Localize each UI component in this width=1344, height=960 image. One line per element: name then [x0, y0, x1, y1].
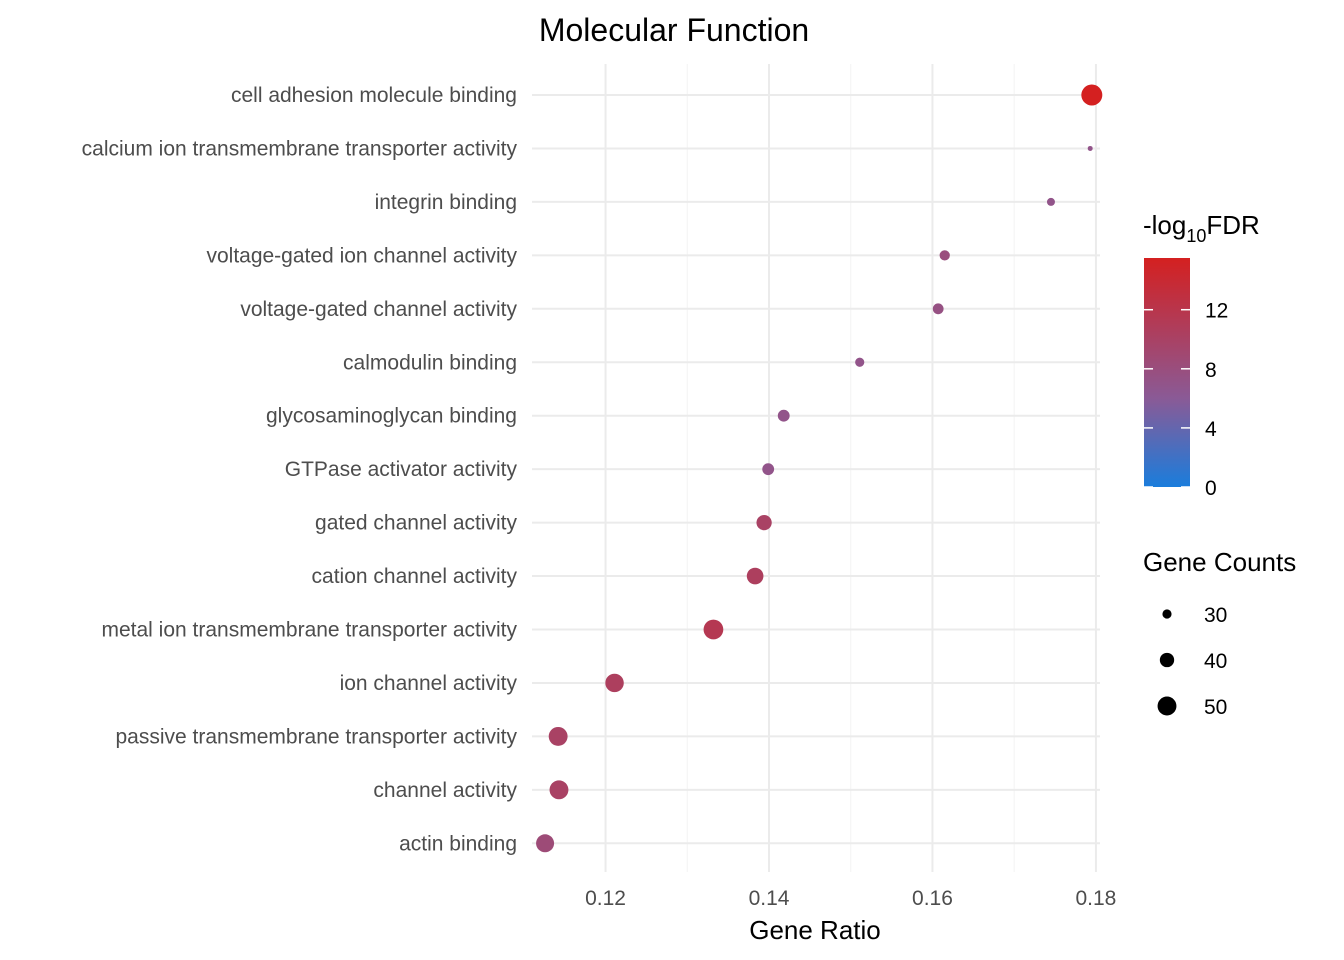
- data-point: [756, 514, 772, 531]
- x-tick-label: 0.12: [585, 887, 626, 910]
- size-legend-title: Gene Counts: [1143, 547, 1296, 577]
- data-point: [932, 303, 944, 315]
- y-tick-label: glycosaminoglycan binding: [266, 405, 517, 428]
- size-legend-key: [1157, 696, 1177, 716]
- y-tick-label: ion channel activity: [340, 672, 518, 695]
- y-tick-label: actin binding: [399, 832, 517, 855]
- color-legend-title: -log10FDR: [1143, 210, 1260, 246]
- y-tick-label: gated channel activity: [315, 512, 517, 535]
- y-tick-label: metal ion transmembrane transporter acti…: [102, 619, 518, 642]
- color-legend-label: 8: [1205, 359, 1217, 382]
- data-point: [855, 357, 865, 367]
- y-tick-label: calcium ion transmembrane transporter ac…: [82, 137, 518, 160]
- color-legend-label: 4: [1205, 418, 1217, 441]
- data-point: [548, 726, 568, 746]
- color-bar: [1144, 258, 1190, 487]
- color-legend-label: 0: [1205, 477, 1217, 500]
- data-point: [549, 780, 569, 800]
- data-point: [1046, 197, 1055, 206]
- x-tick-label: 0.18: [1075, 887, 1116, 910]
- size-legend-label: 30: [1204, 604, 1227, 627]
- data-point: [1087, 145, 1093, 151]
- color-legend: -log10FDR 0 4 8 12: [1143, 210, 1260, 500]
- size-legend-key: [1159, 652, 1175, 668]
- chart-title: Molecular Function: [539, 12, 809, 48]
- plot-panel: cell adhesion molecule binding calcium io…: [82, 64, 1116, 910]
- y-tick-label: voltage-gated ion channel activity: [206, 244, 517, 267]
- x-tick-label: 0.16: [912, 887, 953, 910]
- y-tick-label: calmodulin binding: [343, 351, 517, 374]
- data-point: [1081, 84, 1103, 106]
- y-tick-label: GTPase activator activity: [285, 458, 518, 481]
- x-tick-label: 0.14: [749, 887, 790, 910]
- data-point: [939, 250, 950, 261]
- data-point: [605, 673, 624, 693]
- y-tick-label: channel activity: [373, 779, 517, 802]
- size-legend: Gene Counts 30 40 50: [1143, 547, 1296, 719]
- y-tick-label: cell adhesion molecule binding: [231, 84, 517, 107]
- size-legend-label: 50: [1204, 696, 1227, 719]
- y-tick-label: cation channel activity: [312, 565, 518, 588]
- data-point: [703, 619, 724, 640]
- data-point: [777, 409, 790, 422]
- size-legend-label: 40: [1204, 650, 1227, 673]
- x-axis-title: Gene Ratio: [749, 915, 881, 945]
- data-point: [536, 834, 555, 853]
- size-legend-key: [1162, 609, 1172, 619]
- y-tick-label: voltage-gated channel activity: [240, 298, 517, 321]
- data-point: [762, 463, 775, 476]
- y-tick-label: passive transmembrane transporter activi…: [116, 725, 518, 748]
- y-tick-label: integrin binding: [375, 191, 517, 214]
- data-point: [746, 567, 764, 585]
- color-legend-label: 12: [1205, 300, 1228, 323]
